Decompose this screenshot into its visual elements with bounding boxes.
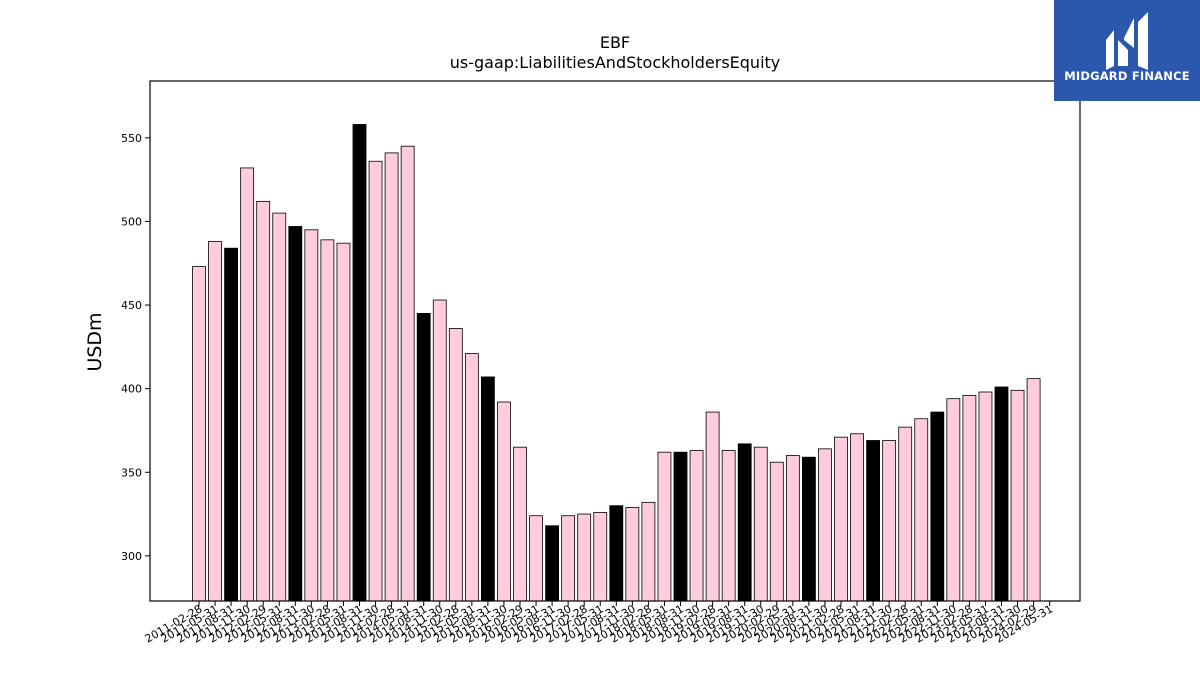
bar xyxy=(497,401,511,602)
bars-group xyxy=(192,124,1041,602)
bar xyxy=(705,411,720,602)
bar xyxy=(240,167,255,602)
bar xyxy=(256,200,271,602)
bar xyxy=(962,394,977,602)
bar xyxy=(834,436,848,602)
bar xyxy=(689,450,704,602)
bar xyxy=(769,461,784,602)
bar xyxy=(448,328,463,602)
y-axis-label: USDm xyxy=(84,312,106,371)
bar xyxy=(673,451,688,602)
bar xyxy=(384,152,399,602)
bar xyxy=(914,418,929,602)
bar xyxy=(352,124,367,602)
bar xyxy=(192,266,206,602)
y-tick-label: 500 xyxy=(121,215,142,228)
brand-name: MIDGARD FINANCE xyxy=(1064,69,1190,83)
bar xyxy=(224,247,239,602)
bar xyxy=(208,241,222,602)
bar xyxy=(464,353,479,602)
bar xyxy=(737,443,752,602)
bar xyxy=(1010,389,1025,602)
bar xyxy=(320,239,335,602)
brand-logo: MIDGARD FINANCE xyxy=(1054,0,1200,101)
bar xyxy=(513,446,527,602)
bar xyxy=(529,515,543,602)
bar xyxy=(994,386,1009,602)
bar xyxy=(416,313,431,602)
bar xyxy=(802,456,816,602)
x-axis-ticks: 2011-02-282011-05-312011-08-312011-11-30… xyxy=(143,601,1055,646)
chart-subtitle: us-gaap:LiabilitiesAndStockholdersEquity xyxy=(450,53,781,72)
bar xyxy=(641,501,656,602)
bar xyxy=(561,515,576,602)
bar xyxy=(946,398,961,602)
bar xyxy=(785,455,800,602)
bar xyxy=(882,440,897,602)
bar xyxy=(577,513,592,602)
bar xyxy=(657,451,672,602)
bar xyxy=(609,505,624,602)
y-axis-ticks: 300 350 400 450 500 550 xyxy=(121,132,150,563)
bar xyxy=(1026,378,1041,602)
bar xyxy=(288,226,303,602)
y-tick-label: 300 xyxy=(121,550,142,563)
bar xyxy=(818,448,832,602)
bar xyxy=(721,450,736,602)
chart-title: EBF xyxy=(600,33,630,52)
bar xyxy=(545,525,559,602)
y-tick-label: 350 xyxy=(121,466,142,479)
bar xyxy=(368,160,383,602)
bar xyxy=(753,446,768,602)
bar xyxy=(930,411,945,602)
y-tick-label: 400 xyxy=(121,383,142,396)
bar xyxy=(336,242,351,602)
midgard-finance-logo-icon xyxy=(1106,12,1148,70)
bar xyxy=(272,212,287,602)
y-tick-label: 450 xyxy=(121,299,142,312)
bar xyxy=(850,433,864,602)
bar xyxy=(400,145,415,602)
bar xyxy=(480,376,495,602)
bar xyxy=(304,229,319,602)
plot-frame xyxy=(149,80,1081,602)
bar xyxy=(898,426,913,602)
bar xyxy=(593,511,608,602)
bar xyxy=(432,299,447,602)
bar xyxy=(625,506,640,602)
bar xyxy=(978,391,993,602)
y-tick-label: 550 xyxy=(121,132,142,145)
bar xyxy=(866,440,880,602)
